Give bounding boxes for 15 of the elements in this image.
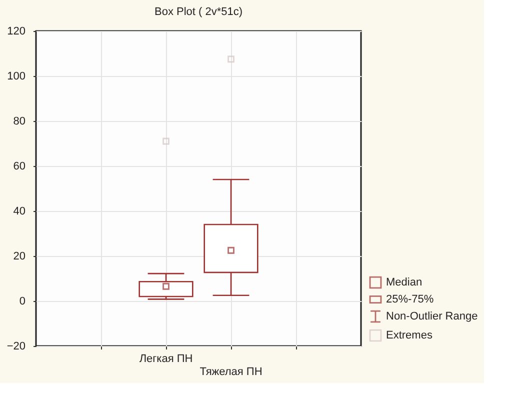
y-tick-label: 80 — [13, 116, 26, 128]
legend-label: 25%-75% — [386, 294, 434, 306]
y-tick-label: 120 — [7, 26, 26, 38]
y-tick-label: 40 — [13, 206, 26, 218]
y-tick-label: 60 — [13, 160, 26, 172]
y-tick-label: −20 — [6, 340, 26, 352]
chart-title: Box Plot ( 2v*51c) — [154, 6, 243, 18]
y-tick-label: 20 — [13, 250, 26, 262]
legend-label: Non-Outlier Range — [386, 310, 478, 322]
legend-label: Median — [386, 276, 422, 288]
x-tick-label: Тяжелая ПН — [200, 366, 262, 378]
x-tick-label: Легкая ПН — [139, 353, 193, 365]
y-tick-label: 100 — [7, 70, 26, 82]
legend-label: Extremes — [386, 330, 433, 342]
y-tick-label: 0 — [19, 296, 26, 308]
